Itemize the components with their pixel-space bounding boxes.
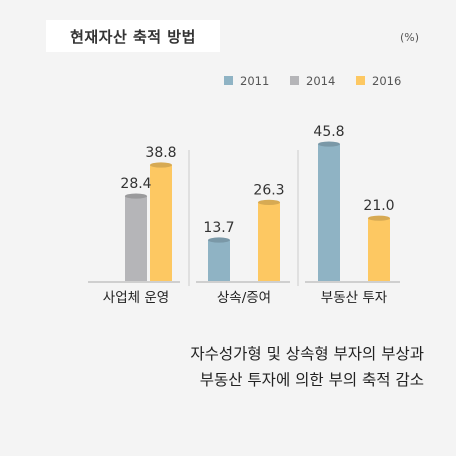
bar-cap-0-2: [150, 162, 172, 168]
legend-label-2016: 2016: [372, 74, 401, 88]
data-label-2-0: 45.8: [313, 124, 344, 140]
unit-label: (%): [400, 31, 420, 44]
bar-1-0: [208, 240, 230, 281]
data-label-1-2: 26.3: [253, 182, 284, 198]
bar-cap-1-2: [258, 199, 280, 205]
bar-cap-2-2: [368, 215, 390, 221]
bar-2-0: [318, 144, 340, 281]
category-label-2: 부동산 투자: [321, 290, 388, 306]
legend-swatch-2011: [224, 76, 233, 85]
bar-2-2: [368, 218, 390, 281]
data-label-0-1: 28.4: [120, 176, 151, 192]
category-label-0: 사업체 운영: [103, 290, 169, 306]
data-label-1-0: 13.7: [203, 220, 234, 236]
caption-line-2: 부동산 투자에 의한 부의 축적 감소: [199, 371, 424, 389]
legend-label-2011: 2011: [240, 74, 269, 88]
legend-swatch-2014: [290, 76, 299, 85]
category-label-1: 상속/증여: [217, 290, 271, 306]
bar-0-1: [125, 196, 147, 281]
legend-swatch-2016: [356, 76, 365, 85]
bar-cap-2-0: [318, 141, 340, 147]
chart-title: 현재자산 축적 방법: [46, 20, 220, 52]
legend-label-2014: 2014: [306, 74, 335, 88]
caption: 자수성가형 및 상속형 부자의 부상과 부동산 투자에 의한 부의 축적 감소: [190, 341, 424, 393]
bar-cap-0-1: [125, 193, 147, 199]
caption-line-1: 자수성가형 및 상속형 부자의 부상과: [190, 345, 424, 363]
data-label-0-2: 38.8: [145, 145, 176, 161]
bar-cap-1-0: [208, 237, 230, 243]
data-label-2-2: 21.0: [363, 198, 394, 214]
bar-1-2: [258, 202, 280, 281]
bar-0-2: [150, 164, 172, 281]
